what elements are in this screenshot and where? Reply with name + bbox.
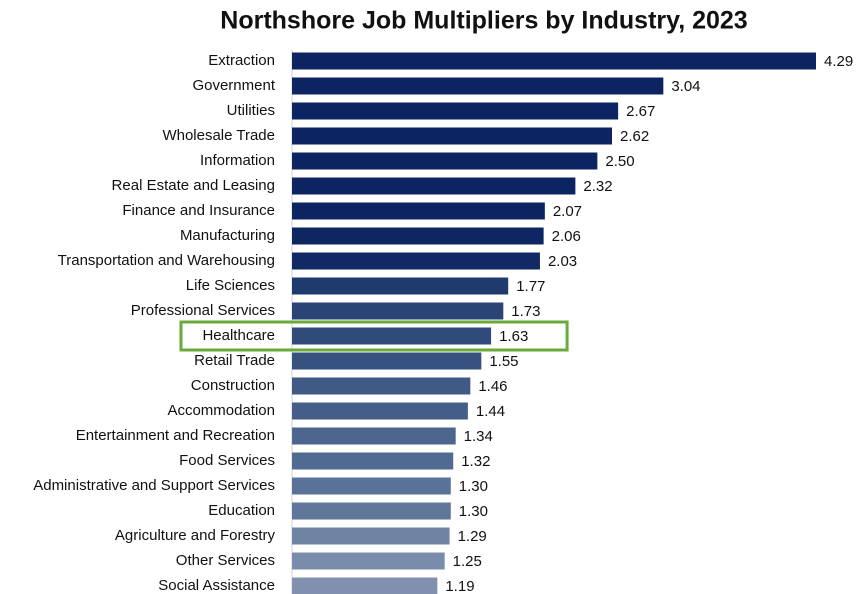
bar — [292, 277, 509, 295]
category-label: Information — [200, 152, 275, 169]
highlight-box — [179, 320, 569, 352]
bar — [292, 527, 450, 545]
bar — [292, 402, 468, 420]
category-label: Food Services — [179, 452, 275, 469]
value-label: 1.55 — [489, 353, 518, 370]
value-label: 4.29 — [824, 53, 853, 70]
bar — [292, 302, 504, 320]
category-label: Manufacturing — [180, 227, 275, 244]
bar — [292, 477, 451, 495]
bar — [292, 202, 545, 220]
bar — [292, 377, 471, 395]
category-label: Construction — [191, 377, 275, 394]
category-label: Other Services — [176, 552, 275, 569]
value-label: 2.32 — [583, 178, 612, 195]
category-label: Retail Trade — [194, 352, 275, 369]
category-label: Real Estate and Leasing — [112, 177, 275, 194]
value-label: 1.63 — [499, 328, 528, 345]
bar — [292, 327, 492, 345]
bar — [292, 52, 816, 70]
category-label: Healthcare — [202, 327, 275, 344]
chart-title: Northshore Job Multipliers by Industry, … — [220, 7, 747, 35]
bar — [292, 152, 598, 170]
category-label: Government — [192, 77, 275, 94]
value-label: 1.19 — [445, 578, 474, 594]
category-label: Extraction — [208, 52, 275, 69]
category-label: Social Assistance — [158, 577, 275, 594]
value-label: 2.67 — [626, 103, 655, 120]
bar — [292, 502, 451, 520]
category-label: Wholesale Trade — [162, 127, 275, 144]
category-label: Professional Services — [131, 302, 275, 319]
bar — [292, 177, 576, 195]
category-label: Administrative and Support Services — [33, 477, 275, 494]
value-label: 2.50 — [605, 153, 634, 170]
bar — [292, 102, 619, 120]
value-label: 1.29 — [458, 528, 487, 545]
category-label: Entertainment and Recreation — [76, 427, 275, 444]
category-label: Utilities — [227, 102, 275, 119]
value-label: 1.44 — [476, 403, 505, 420]
category-label: Transportation and Warehousing — [58, 252, 275, 269]
bar — [292, 252, 540, 270]
value-label: 2.03 — [548, 253, 577, 270]
value-label: 1.77 — [516, 278, 545, 295]
category-label: Education — [208, 502, 275, 519]
value-label: 2.06 — [552, 228, 581, 245]
value-label: 2.62 — [620, 128, 649, 145]
value-label: 1.25 — [453, 553, 482, 570]
bar — [292, 577, 438, 594]
value-label: 1.73 — [511, 303, 540, 320]
bar — [292, 127, 613, 145]
value-label: 1.46 — [478, 378, 507, 395]
bar — [292, 552, 445, 570]
bar — [292, 227, 544, 245]
value-label: 1.32 — [461, 453, 490, 470]
value-label: 1.34 — [464, 428, 493, 445]
category-label: Finance and Insurance — [122, 202, 275, 219]
category-label: Accommodation — [167, 402, 275, 419]
bar — [292, 452, 454, 470]
category-label: Life Sciences — [186, 277, 275, 294]
category-label: Agriculture and Forestry — [115, 527, 276, 544]
value-label: 1.30 — [459, 503, 488, 520]
value-label: 1.30 — [459, 478, 488, 495]
bar — [292, 77, 664, 95]
bar — [292, 427, 456, 445]
bar — [292, 352, 482, 370]
value-label: 3.04 — [671, 78, 700, 95]
value-label: 2.07 — [553, 203, 582, 220]
